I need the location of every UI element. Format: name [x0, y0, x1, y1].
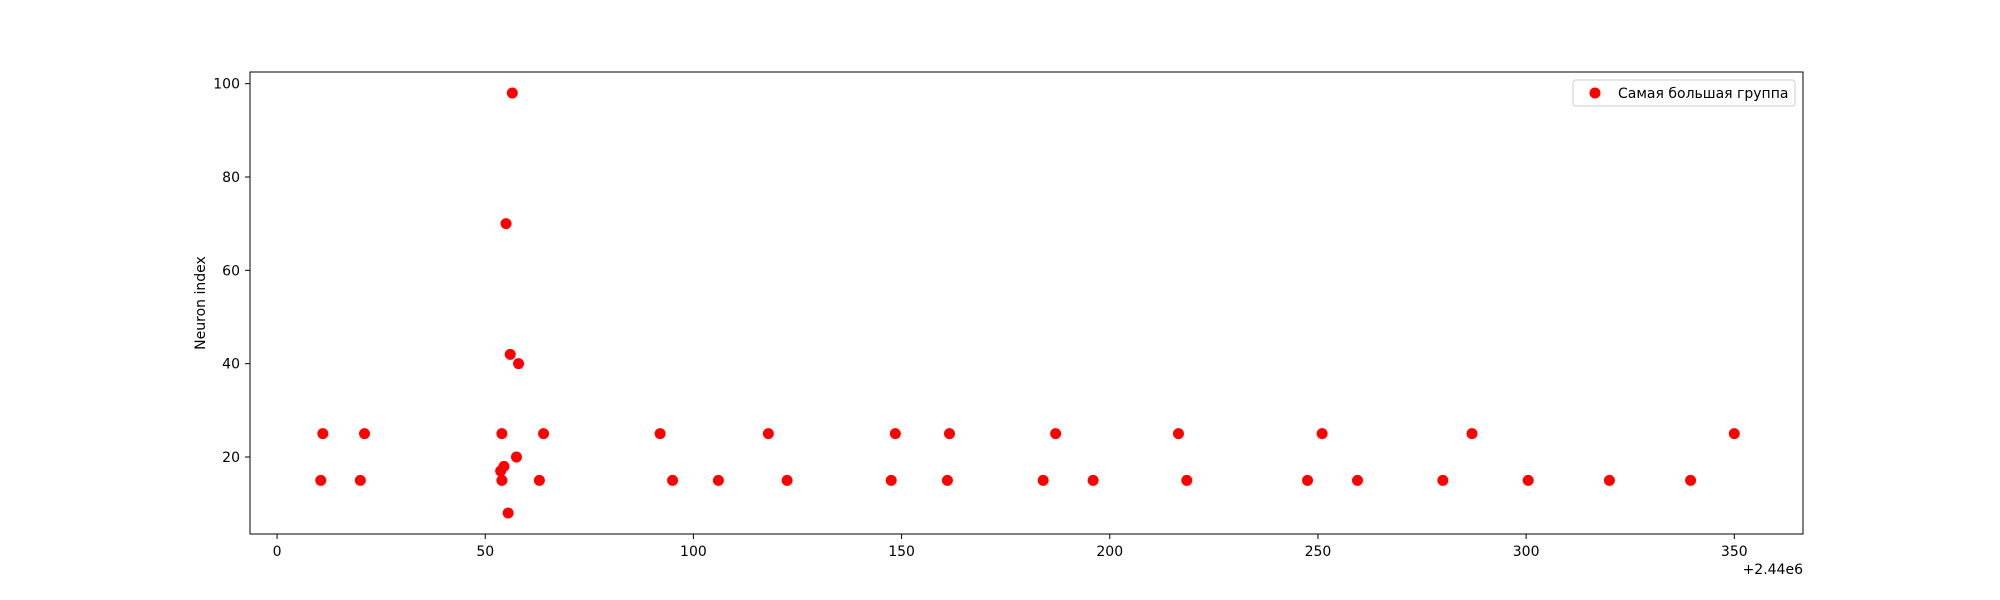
legend: Самая большая группа [1572, 79, 1796, 107]
scatter-point [496, 428, 508, 440]
scatter-point [538, 428, 550, 440]
scatter-point [504, 348, 516, 360]
y-tick-label: 80 [222, 170, 240, 186]
y-axis-label: Neuron index [193, 256, 209, 350]
scatter-point [358, 428, 370, 440]
scatter-point [1352, 474, 1364, 486]
scatter-point [781, 474, 793, 486]
y-tick-label: 40 [222, 357, 240, 373]
scatter-point [354, 474, 366, 486]
scatter-point [1685, 474, 1697, 486]
scatter-point [1037, 474, 1049, 486]
legend-box [1572, 79, 1796, 107]
x-axis-offset-label: +2.44e6 [1743, 562, 1804, 578]
scatter-point [1302, 474, 1314, 486]
scatter-point [500, 218, 512, 230]
y-tick-label: 20 [222, 450, 240, 466]
scatter-point [762, 428, 774, 440]
scatter-point [1172, 428, 1184, 440]
scatter-point [943, 428, 955, 440]
x-tick-label: 250 [1305, 544, 1332, 560]
scatter-point [496, 474, 508, 486]
y-tick-label: 100 [213, 77, 240, 93]
scatter-point [1728, 428, 1740, 440]
x-tick-label: 100 [680, 544, 707, 560]
scatter-point [1437, 474, 1449, 486]
x-tick-label: 300 [1513, 544, 1540, 560]
scatter-point [533, 474, 545, 486]
scatter-point [1603, 474, 1615, 486]
x-tick-label: 350 [1721, 544, 1748, 560]
axes-frame [249, 71, 1804, 535]
scatter-point [889, 428, 901, 440]
scatter-point [1050, 428, 1062, 440]
scatter-point [1522, 474, 1534, 486]
scatter-point [712, 474, 724, 486]
scatter-point [317, 428, 329, 440]
axes: 0 50 100 150 200 250 300 350 20 40 60 80 100 [213, 71, 1804, 560]
scatter-point [513, 358, 525, 370]
x-tick-label: 150 [888, 544, 915, 560]
legend-label: Самая большая группа [1618, 86, 1788, 102]
scatter-point [654, 428, 666, 440]
y-tick-label: 60 [222, 263, 240, 279]
plot-area [315, 87, 1740, 519]
scatter-point [667, 474, 679, 486]
scatter-point [1316, 428, 1328, 440]
scatter-point [510, 451, 522, 463]
x-tick-label: 0 [273, 544, 282, 560]
x-tick-label: 50 [476, 544, 494, 560]
scatter-point [498, 460, 510, 472]
scatter-point [885, 474, 897, 486]
x-tick-label: 200 [1096, 544, 1123, 560]
scatter-point [502, 507, 514, 519]
scatter-point [1087, 474, 1099, 486]
scatter-point [941, 474, 953, 486]
scatter-point [1181, 474, 1193, 486]
scatter-point [315, 474, 327, 486]
scatter-point [506, 87, 518, 99]
scatter-point [1466, 428, 1478, 440]
legend-marker [1589, 87, 1601, 99]
